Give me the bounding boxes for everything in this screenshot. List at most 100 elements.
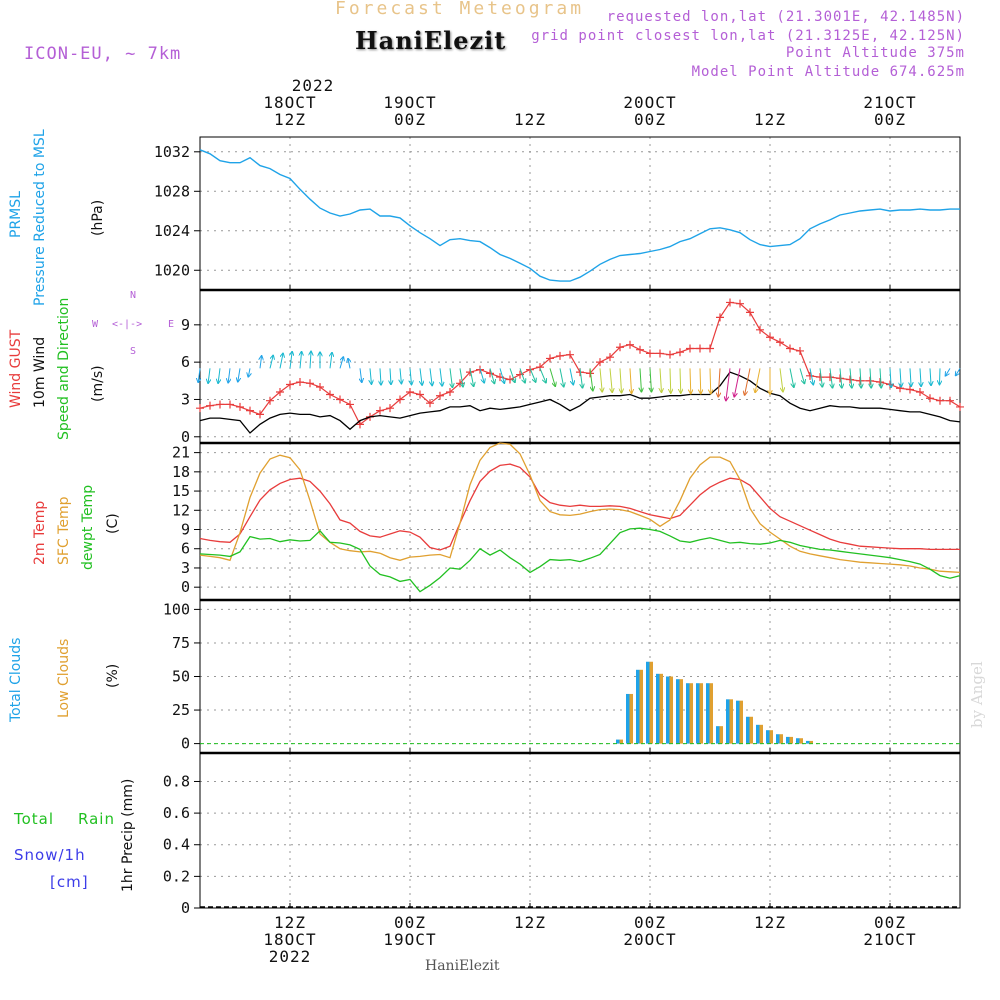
wind-direction-arrow xyxy=(559,368,564,386)
low-cloud-bar xyxy=(639,669,643,744)
low-cloud-bar xyxy=(619,739,623,744)
wind-direction-arrow xyxy=(400,368,401,383)
wind-direction-arrow xyxy=(840,368,842,387)
requested-coords: requested lon,lat (21.3001E, 42.1485N) xyxy=(606,9,965,25)
y-tick-label: 0 xyxy=(181,428,190,446)
wind-direction-arrow xyxy=(690,368,691,393)
wind-direction-arrow xyxy=(650,368,651,391)
wind-gust-point xyxy=(716,313,724,322)
wind-gust-point xyxy=(306,379,314,388)
wind-direction-arrow xyxy=(348,359,350,369)
total-cloud-bar xyxy=(746,716,750,744)
model-label: ICON-EU, ~ 7km xyxy=(24,44,182,64)
wind-gust-point xyxy=(756,325,764,334)
bottom-time-label: 00Z 20OCT xyxy=(623,913,677,949)
wind-direction-arrow xyxy=(755,368,761,392)
total-cloud-bar xyxy=(776,734,780,744)
wind-direction-arrow xyxy=(670,368,671,392)
bottom-time-label: 12Z 18OCT 2022 xyxy=(263,913,317,966)
total-cloud-bar xyxy=(806,740,810,744)
top-year-label: 2022 xyxy=(291,76,335,95)
wind-gust-point xyxy=(616,343,624,352)
total-cloud-bar xyxy=(646,661,650,744)
wind-direction-arrow xyxy=(680,368,681,392)
wind-gust-point xyxy=(416,390,424,399)
wind-direction-arrow xyxy=(218,368,220,383)
wind-direction-arrow xyxy=(860,368,861,387)
wind-gust-point xyxy=(276,388,284,396)
y-tick-label: 12 xyxy=(172,501,190,519)
wind-gust-point xyxy=(656,349,664,358)
wind-gust-point xyxy=(746,308,754,317)
wind-gust-point xyxy=(566,350,574,359)
wind-direction-arrow xyxy=(610,368,612,392)
wind-direction-arrow xyxy=(390,368,391,384)
wind-direction-arrow xyxy=(745,368,751,394)
wind-gust-point xyxy=(356,420,364,429)
y-tick-label: 21 xyxy=(172,444,190,462)
total-cloud-bar xyxy=(686,683,690,744)
wind-direction-arrow xyxy=(489,368,494,383)
sfc-temp-series xyxy=(199,442,961,574)
wind-direction-arrow xyxy=(710,368,711,393)
wind-direction-arrow xyxy=(630,368,632,393)
total-cloud-bar xyxy=(726,699,730,744)
total-cloud-bar xyxy=(736,700,740,744)
wind-gust-point xyxy=(686,344,694,353)
dewpt-series xyxy=(199,527,961,593)
wind-direction-arrow xyxy=(529,368,536,381)
wind-direction-arrow xyxy=(880,368,881,387)
precip-snow-unit: [cm] xyxy=(50,873,89,891)
wind-gust-point xyxy=(386,404,394,413)
low-cloud-bar xyxy=(709,683,713,744)
wind-gust-point xyxy=(556,351,564,360)
wind-direction-arrow xyxy=(420,368,422,384)
wind-gust-point xyxy=(376,406,384,415)
y-tick-label: 9 xyxy=(181,316,190,334)
pressure-series xyxy=(199,149,960,282)
y-tick-label: 1020 xyxy=(154,261,190,279)
wind-gust-point xyxy=(916,388,924,396)
compass-w: W xyxy=(92,319,99,330)
wind-gust-point xyxy=(436,391,444,400)
wind-gust-point xyxy=(856,376,864,385)
wind-direction-arrow xyxy=(956,368,961,375)
wind-direction-arrow xyxy=(809,368,813,384)
wind-direction-arrow xyxy=(238,368,240,381)
wind-gust-point xyxy=(906,385,914,394)
wind-direction-arrow xyxy=(660,368,661,392)
compass-s: S xyxy=(130,346,137,357)
wind-direction-arrow xyxy=(900,368,901,386)
wind-gust-point xyxy=(846,375,854,384)
y-tick-label: 25 xyxy=(172,701,190,719)
wind-direction-arrow xyxy=(370,368,371,383)
total-cloud-bar xyxy=(676,679,680,744)
low-cloud-bar xyxy=(719,726,723,744)
wind-gust-point xyxy=(696,344,704,353)
wind-direction-arrow xyxy=(410,368,411,384)
wind-direction-arrow xyxy=(519,368,525,382)
total-cloud-bar xyxy=(786,736,790,744)
low-cloud-bar xyxy=(689,683,693,744)
wind-direction-arrow xyxy=(718,368,720,396)
y-tick-label: 0 xyxy=(181,735,190,753)
top-time-label: 12Z xyxy=(514,110,546,129)
point-altitude: Point Altitude 375m xyxy=(785,45,965,61)
wind-gust-point xyxy=(266,396,274,405)
y-tick-label: 9 xyxy=(181,521,190,539)
wind-direction-arrow xyxy=(870,368,871,387)
wind-direction-arrow xyxy=(850,368,852,387)
wind-direction-arrow xyxy=(589,368,593,390)
wind-gust-point xyxy=(776,338,784,347)
low-cloud-bar xyxy=(749,716,753,744)
wind-gust-point xyxy=(876,378,884,387)
total-cloud-bar xyxy=(616,739,620,744)
y-tick-label: 6 xyxy=(181,540,190,558)
wind-direction-arrow xyxy=(290,352,292,369)
wind-gust-point xyxy=(446,388,454,396)
y-tick-label: 6 xyxy=(181,353,190,371)
y-tick-label: 1024 xyxy=(154,222,190,240)
low-cloud-bar xyxy=(799,738,803,744)
total-cloud-bar xyxy=(706,683,710,744)
